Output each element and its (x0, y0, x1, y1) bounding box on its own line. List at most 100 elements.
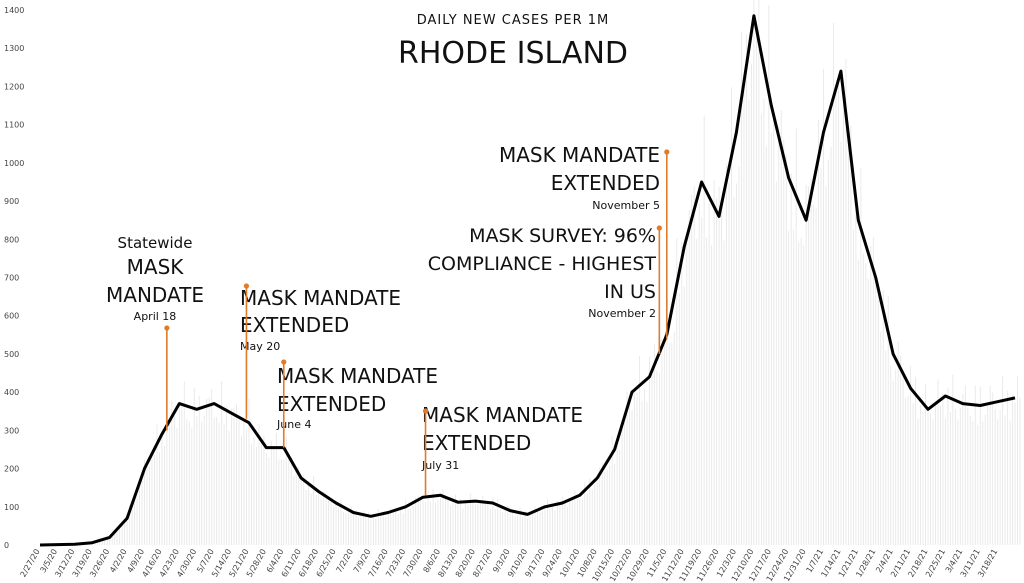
daily-bar (479, 500, 481, 545)
daily-bar (99, 541, 101, 545)
y-tick-label: 1400 (4, 6, 24, 15)
daily-bar (887, 295, 889, 545)
annotation-text: Statewide (118, 234, 193, 252)
daily-bar (843, 104, 844, 546)
daily-bar (310, 493, 312, 545)
daily-bar (308, 484, 310, 545)
daily-bar (278, 459, 280, 545)
daily-bar (328, 495, 330, 545)
daily-bar (803, 245, 805, 546)
daily-bar (581, 499, 583, 545)
daily-bar (551, 504, 553, 545)
daily-bar (357, 516, 359, 545)
daily-bar (472, 502, 474, 545)
daily-bar (499, 509, 501, 545)
daily-bar (253, 437, 255, 545)
daily-bar (295, 470, 297, 545)
daily-bar (330, 500, 332, 545)
daily-bar (910, 365, 912, 545)
annotation-date: April 18 (134, 310, 177, 323)
daily-bar (467, 504, 469, 545)
daily-bar (422, 500, 424, 545)
daily-bar (644, 389, 645, 545)
daily-bar (482, 495, 484, 545)
daily-bar (569, 500, 571, 545)
daily-bar (1004, 415, 1006, 545)
daily-bar (435, 502, 436, 545)
daily-bar (979, 386, 981, 545)
daily-bar (158, 452, 160, 545)
daily-bar (765, 146, 767, 545)
daily-bar (733, 197, 735, 545)
daily-bar (198, 395, 200, 545)
daily-bar (497, 498, 499, 545)
daily-bar (372, 517, 374, 545)
daily-bar (773, 114, 775, 545)
daily-bar (303, 474, 305, 545)
daily-bar (1007, 390, 1009, 545)
daily-bar (977, 425, 979, 545)
daily-bar (576, 499, 578, 545)
daily-bar (743, 84, 745, 545)
daily-bar (636, 392, 638, 545)
daily-bar (417, 495, 419, 545)
daily-bar (236, 404, 237, 545)
y-tick-label: 600 (4, 312, 19, 321)
daily-bar (641, 401, 643, 545)
daily-bar (750, 63, 752, 545)
daily-bar (462, 508, 464, 545)
daily-bar (877, 292, 879, 545)
daily-bar (119, 524, 121, 545)
annotation: Statewide MASK MANDATE April 18 (106, 234, 204, 431)
daily-bar (178, 401, 180, 545)
annotation-text: MASK SURVEY: 96% (469, 225, 656, 247)
daily-bar (134, 492, 136, 545)
daily-bar (584, 482, 586, 545)
daily-bar (897, 341, 899, 545)
daily-bar (387, 512, 389, 545)
annotation-text: EXTENDED (240, 313, 349, 337)
daily-bar (559, 505, 561, 545)
daily-bar (141, 474, 143, 545)
annotation-marker-dot (422, 408, 429, 414)
y-tick-label: 1200 (4, 82, 24, 91)
x-axis: 2/27/203/5/203/12/203/19/203/26/204/2/20… (19, 548, 1000, 583)
daily-bar (412, 505, 414, 545)
daily-bar (862, 253, 864, 545)
daily-bar (870, 245, 872, 545)
daily-bar (547, 499, 548, 545)
daily-bar (206, 398, 208, 545)
daily-bar (549, 508, 551, 545)
daily-bar (624, 415, 626, 545)
daily-bar (723, 240, 725, 545)
annotation-text: MASK MANDATE (499, 143, 660, 167)
daily-bar (111, 535, 113, 545)
daily-bar (173, 415, 175, 545)
annotation-text: MASK (127, 255, 185, 279)
daily-bar (211, 389, 213, 545)
daily-bar (203, 415, 205, 545)
daily-bar (721, 210, 723, 546)
daily-bar (599, 467, 601, 545)
daily-bar (410, 508, 412, 545)
daily-bar (634, 392, 635, 545)
daily-bar (260, 438, 262, 545)
daily-bar (775, 181, 777, 545)
daily-bar (345, 513, 347, 545)
daily-bar (380, 514, 382, 545)
daily-bar (987, 406, 989, 545)
daily-bar (129, 505, 131, 545)
daily-bar (348, 513, 349, 545)
daily-bar (850, 125, 852, 545)
daily-bar (1012, 394, 1014, 545)
daily-bar (596, 476, 598, 545)
daily-bar (375, 518, 377, 545)
daily-bar (711, 245, 713, 545)
daily-bar (407, 508, 409, 545)
annotation-date: July 31 (421, 459, 459, 472)
daily-bar (318, 493, 320, 545)
daily-bar (947, 387, 949, 545)
daily-bar (325, 492, 327, 545)
daily-bar (146, 459, 148, 545)
